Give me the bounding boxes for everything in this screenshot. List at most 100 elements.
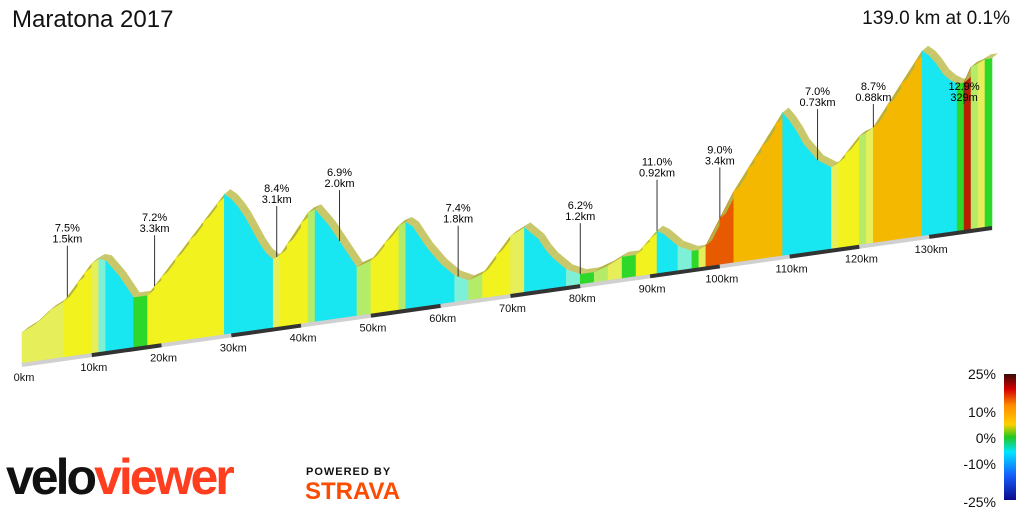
profile-segment (133, 295, 148, 350)
profile-surface (664, 229, 684, 246)
axis-bar (300, 313, 372, 328)
profile-segment (279, 243, 288, 329)
x-tick-label: 70km (499, 303, 526, 315)
climb-gradient-label: 12.9% (948, 81, 979, 93)
logo-viewer-text: viewer (94, 449, 235, 505)
profile-surface (691, 244, 705, 251)
profile-segment (147, 285, 155, 348)
profile-segment (419, 236, 428, 310)
profile-surface (105, 255, 126, 277)
axis-bar (440, 294, 511, 308)
profile-surface (119, 271, 140, 298)
axis-bar (231, 323, 302, 338)
profile-segment (524, 226, 539, 295)
profile-surface (315, 204, 336, 226)
profile-segment (796, 131, 804, 256)
climb-length-label: 2.0km (325, 178, 355, 190)
profile-segment (35, 309, 51, 364)
profile-segment (398, 221, 407, 313)
profile-surface (538, 234, 552, 250)
profile-surface (929, 50, 943, 64)
profile-segment (98, 258, 107, 355)
profile-segment (258, 241, 267, 332)
strava-logo[interactable]: STRAVA (305, 478, 401, 505)
climb-length-label: 0.92km (639, 168, 675, 180)
profile-segment (984, 57, 993, 230)
x-tick-label: 10km (80, 362, 107, 374)
climb-length-label: 1.8km (443, 214, 473, 226)
profile-segment (307, 208, 316, 325)
profile-surface (657, 225, 671, 235)
x-tick-label: 120km (845, 254, 878, 266)
veloviewer-logo[interactable]: veloviewer (6, 448, 235, 506)
profile-surface (22, 318, 42, 333)
profile-surface (510, 222, 531, 237)
profile-surface (308, 204, 322, 213)
powered-by-text: POWERED BY (306, 466, 392, 478)
climb-gradient-label: 7.4% (446, 203, 471, 215)
climb-gradient-label: 7.2% (142, 212, 167, 224)
profile-segment (914, 49, 923, 240)
axis-bar (928, 226, 993, 239)
profile-surface (677, 240, 698, 251)
climb-length-label: 0.73km (800, 97, 836, 109)
x-tick-label: 130km (915, 244, 948, 256)
profile-surface (943, 69, 957, 80)
profile-surface (552, 252, 573, 270)
profile-segment (203, 202, 218, 340)
axis-bar (510, 284, 581, 298)
profile-segment (510, 226, 525, 297)
climb-gradient-label: 8.7% (861, 81, 886, 93)
profile-segment (384, 224, 400, 315)
profile-surface (566, 264, 587, 275)
profile-segment (265, 252, 274, 331)
profile-segment (719, 191, 735, 267)
profile-segment (649, 229, 658, 277)
climb-length-label: 1.2km (565, 211, 595, 223)
axis-bar (370, 303, 441, 318)
climb-length-label: 3.3km (140, 223, 170, 235)
profile-surface (978, 54, 992, 64)
profile-segment (754, 145, 763, 262)
profile-surface (231, 193, 245, 208)
profile-surface (356, 255, 377, 268)
profile-segment (175, 239, 190, 344)
profile-surface (405, 216, 419, 227)
profile-segment (105, 259, 120, 354)
profile-segment (286, 222, 302, 328)
x-tick-label: 20km (150, 352, 177, 364)
profile-segment (656, 230, 665, 276)
profile-surface (594, 260, 615, 273)
x-tick-label: 100km (705, 273, 738, 285)
profile-surface (238, 202, 252, 218)
axis-bar (719, 254, 790, 269)
axis-bar (161, 333, 232, 348)
profile-segment (21, 323, 37, 366)
profile-segment (831, 162, 839, 252)
profile-surface (859, 127, 873, 137)
profile-segment (91, 258, 100, 356)
x-tick-label: 40km (290, 333, 317, 345)
profile-surface (580, 267, 601, 275)
profile-surface (412, 221, 426, 238)
x-tick-label: 60km (429, 313, 456, 325)
logo-velo-text: velo (6, 449, 97, 505)
profile-segment (496, 235, 511, 299)
climb-gradient-label: 11.0% (642, 157, 673, 169)
profile-segment (224, 193, 232, 337)
profile-segment (412, 225, 421, 311)
axis-bar (859, 234, 930, 249)
x-tick-label: 0km (14, 372, 35, 384)
profile-segment (482, 254, 497, 301)
profile-surface (985, 53, 998, 60)
axis-bar (91, 343, 162, 358)
profile-segment (838, 153, 846, 251)
profile-segment (356, 260, 372, 319)
profile-segment (272, 254, 281, 330)
profile-segment (238, 206, 246, 335)
profile-segment (747, 156, 756, 263)
scale-label-0: 0% (975, 430, 996, 446)
profile-segment (77, 271, 86, 358)
profile-surface (398, 216, 412, 226)
